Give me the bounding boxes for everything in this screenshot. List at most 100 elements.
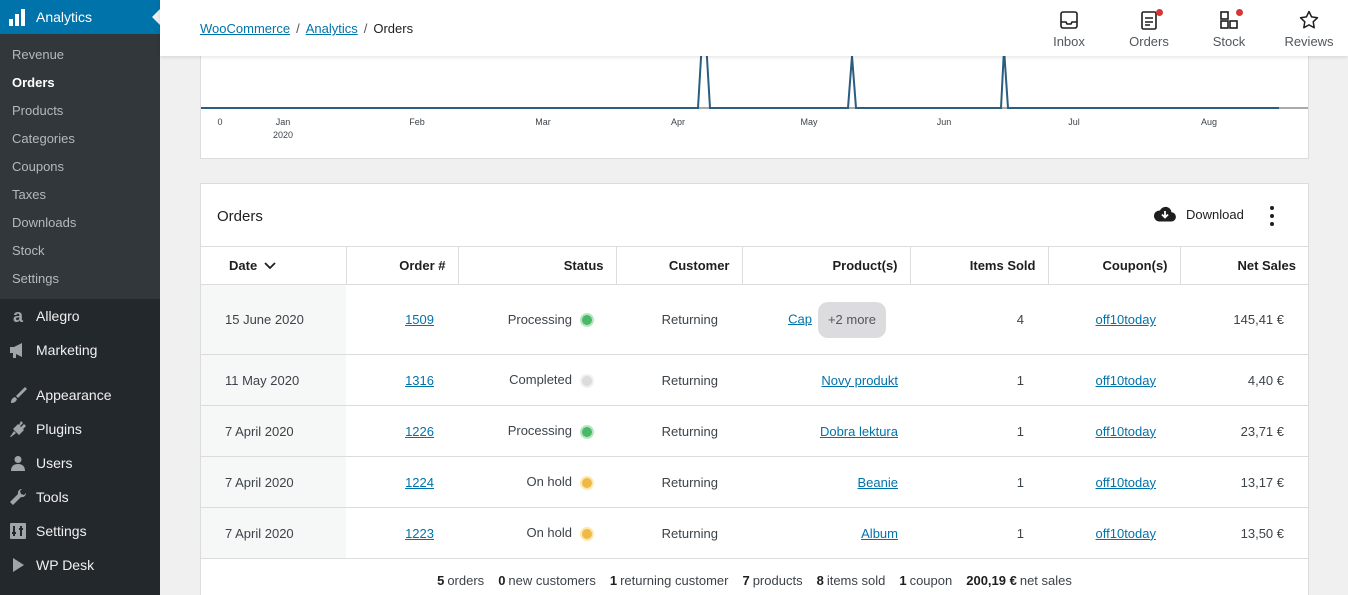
play-icon	[9, 556, 27, 574]
status-indicator	[580, 475, 594, 490]
status-indicator	[580, 526, 594, 541]
breadcrumb-separator: /	[296, 21, 300, 36]
cell-status: Completed	[458, 354, 616, 406]
cell-net-sales: 13,50 €	[1180, 507, 1308, 559]
submenu-coupons[interactable]: Coupons	[12, 159, 65, 174]
more-products-pill[interactable]: +2 more	[817, 301, 886, 338]
order-link[interactable]: 1509	[405, 312, 434, 327]
submenu-orders[interactable]: Orders	[12, 75, 55, 90]
submenu-taxes[interactable]: Taxes	[12, 187, 46, 202]
summary-label: coupon	[909, 573, 953, 588]
submenu-downloads[interactable]: Downloads	[12, 215, 77, 230]
orders-activity-button[interactable]: Orders	[1114, 9, 1184, 49]
breadcrumb-woocommerce[interactable]: WooCommerce	[200, 21, 291, 36]
column-header-items-sold[interactable]: Items Sold	[910, 246, 1049, 285]
summary-value: 1	[609, 573, 618, 588]
order-link[interactable]: 1223	[405, 525, 434, 541]
breadcrumb-analytics[interactable]: Analytics	[305, 21, 358, 36]
page-header: WooCommerce / Analytics / Orders Inbox Order…	[160, 0, 1348, 56]
status-label: Processing	[507, 311, 572, 327]
sidebar-item-analytics[interactable]: Analytics	[0, 0, 160, 34]
plug-icon	[9, 420, 27, 438]
settings-icon	[9, 522, 27, 540]
breadcrumb-separator: /	[363, 21, 368, 36]
cell-net-sales: 145,41 €	[1180, 284, 1308, 355]
submenu-stock[interactable]: Stock	[12, 243, 45, 258]
product-link[interactable]: Cap	[788, 310, 812, 326]
submenu-categories[interactable]: Categories	[12, 131, 75, 146]
stock-button[interactable]: Stock	[1194, 9, 1264, 49]
cell-coupon: off10today	[1048, 354, 1180, 406]
product-link[interactable]: Novy produkt	[821, 372, 898, 388]
cell-items-sold: 1	[910, 405, 1048, 457]
cell-products: Beanie	[742, 456, 910, 508]
cell-date: 7 April 2020	[201, 507, 346, 559]
status-indicator	[580, 424, 594, 439]
cell-net-sales: 13,17 €	[1180, 456, 1308, 508]
sidebar-item-settings[interactable]: Settings	[0, 514, 160, 548]
inbox-button[interactable]: Inbox	[1034, 9, 1104, 49]
cell-customer: Returning	[616, 354, 742, 406]
orders-icon	[1114, 9, 1184, 31]
order-link[interactable]: 1224	[405, 474, 434, 490]
cell-order: 1509	[346, 284, 458, 355]
breadcrumb: WooCommerce / Analytics / Orders	[200, 21, 413, 36]
sidebar-item-wp-desk[interactable]: WP Desk	[0, 548, 160, 582]
coupon-link[interactable]: off10today	[1095, 372, 1156, 388]
coupon-link[interactable]: off10today	[1095, 474, 1156, 490]
summary-label: new customers	[508, 573, 596, 588]
card-title: Orders	[217, 208, 263, 225]
submenu-products[interactable]: Products	[12, 103, 64, 118]
product-link[interactable]: Album	[861, 525, 898, 541]
download-button[interactable]: Download	[1154, 206, 1244, 222]
product-link[interactable]: Dobra lektura	[819, 423, 898, 439]
orders-table: Date Order # Status Customer Product(s) …	[201, 246, 1308, 559]
x-tick-label: May	[800, 117, 818, 127]
order-link[interactable]: 1226	[405, 423, 434, 439]
cell-items-sold: 1	[910, 456, 1048, 508]
orders-chart: Jan Feb Mar Apr May Jun Jul Aug 2020 0	[200, 40, 1309, 159]
product-link[interactable]: Beanie	[857, 474, 898, 490]
summary-label: orders	[447, 573, 485, 588]
more-options-icon[interactable]	[1265, 206, 1279, 226]
column-header-products[interactable]: Product(s)	[742, 246, 911, 285]
megaphone-icon	[9, 341, 27, 359]
column-header-net-sales[interactable]: Net Sales	[1180, 246, 1308, 285]
table-row: 11 May 2020 1316 Completed Returning Novy pr…	[201, 354, 1308, 406]
star-icon	[1274, 9, 1344, 31]
breadcrumb-current: Orders	[373, 21, 414, 36]
order-link[interactable]: 1316	[405, 372, 434, 388]
sidebar-item-users[interactable]: Users	[0, 446, 160, 480]
chart-canvas: Jan Feb Mar Apr May Jun Jul Aug 2020 0	[201, 41, 1308, 140]
coupon-link[interactable]: off10today	[1095, 525, 1156, 541]
x-tick-label: Mar	[535, 117, 551, 127]
submenu-revenue[interactable]: Revenue	[12, 47, 65, 62]
column-header-status[interactable]: Status	[458, 246, 617, 285]
sidebar-item-allegro[interactable]: a Allegro	[0, 299, 160, 333]
sidebar-item-tools[interactable]: Tools	[0, 480, 160, 514]
summary-value: 7	[742, 573, 750, 588]
inbox-icon	[1034, 9, 1104, 31]
column-header-date[interactable]: Date	[201, 246, 347, 285]
column-header-coupons[interactable]: Coupon(s)	[1048, 246, 1181, 285]
sidebar-item-appearance[interactable]: Appearance	[0, 378, 160, 412]
cell-date: 7 April 2020	[201, 456, 346, 508]
sidebar-item-marketing[interactable]: Marketing	[0, 333, 160, 367]
cell-customer: Returning	[616, 405, 742, 457]
reviews-button[interactable]: Reviews	[1274, 9, 1344, 49]
status-label: Completed	[509, 372, 572, 388]
coupon-link[interactable]: off10today	[1095, 312, 1156, 327]
sidebar-item-label: Settings	[36, 523, 87, 539]
analytics-submenu: Revenue Orders Products Categories Coupo…	[0, 34, 160, 299]
sidebar-item-label: Plugins	[36, 421, 82, 437]
cell-items-sold: 4	[910, 284, 1048, 355]
summary-value: 200,19 €	[966, 573, 1017, 588]
column-header-customer[interactable]: Customer	[616, 246, 743, 285]
sidebar-item-plugins[interactable]: Plugins	[0, 412, 160, 446]
summary-item: 1 returning customer	[610, 573, 729, 588]
download-label: Download	[1186, 206, 1244, 222]
column-header-order[interactable]: Order #	[346, 246, 459, 285]
submenu-settings[interactable]: Settings	[12, 271, 59, 286]
x-tick-label: Jan	[276, 117, 291, 127]
coupon-link[interactable]: off10today	[1095, 423, 1156, 439]
